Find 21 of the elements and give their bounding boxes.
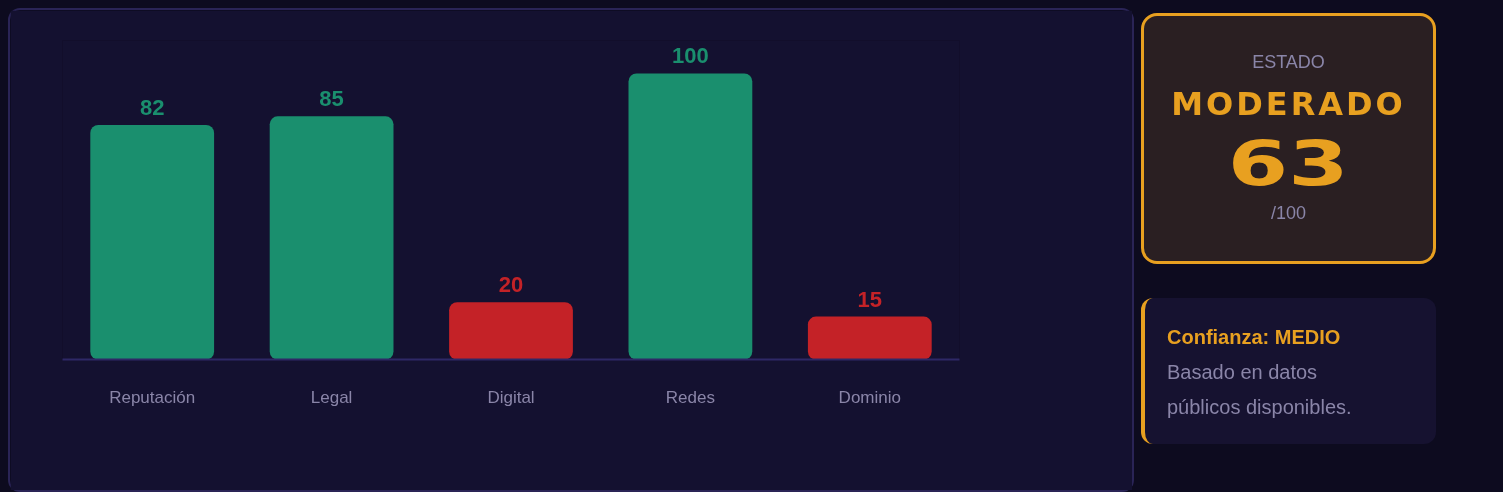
data-label: 82 xyxy=(139,94,165,120)
x-tick-label: Redes xyxy=(665,387,715,407)
bar xyxy=(807,316,932,360)
bar xyxy=(628,73,753,360)
text: /100 xyxy=(1270,202,1307,226)
data-label: 15 xyxy=(857,286,883,312)
x-tick-label: Digital xyxy=(487,387,535,407)
text: Basado en datos públicos disponibles. xyxy=(1167,360,1353,420)
text: 63 xyxy=(1228,127,1349,201)
bar xyxy=(449,302,573,360)
bar xyxy=(90,124,215,360)
bar xyxy=(269,116,394,360)
data-label: 20 xyxy=(498,272,524,298)
x-tick-label: Dominio xyxy=(838,387,901,407)
text: Confianza: MEDIO xyxy=(1167,325,1342,350)
data-label: 85 xyxy=(319,86,344,112)
text: MODERADO xyxy=(1171,83,1406,125)
x-tick-label: Reputación xyxy=(109,387,196,407)
data-label: 100 xyxy=(672,43,709,69)
x-tick-label: Legal xyxy=(310,387,353,407)
text: ESTADO xyxy=(1252,50,1325,74)
